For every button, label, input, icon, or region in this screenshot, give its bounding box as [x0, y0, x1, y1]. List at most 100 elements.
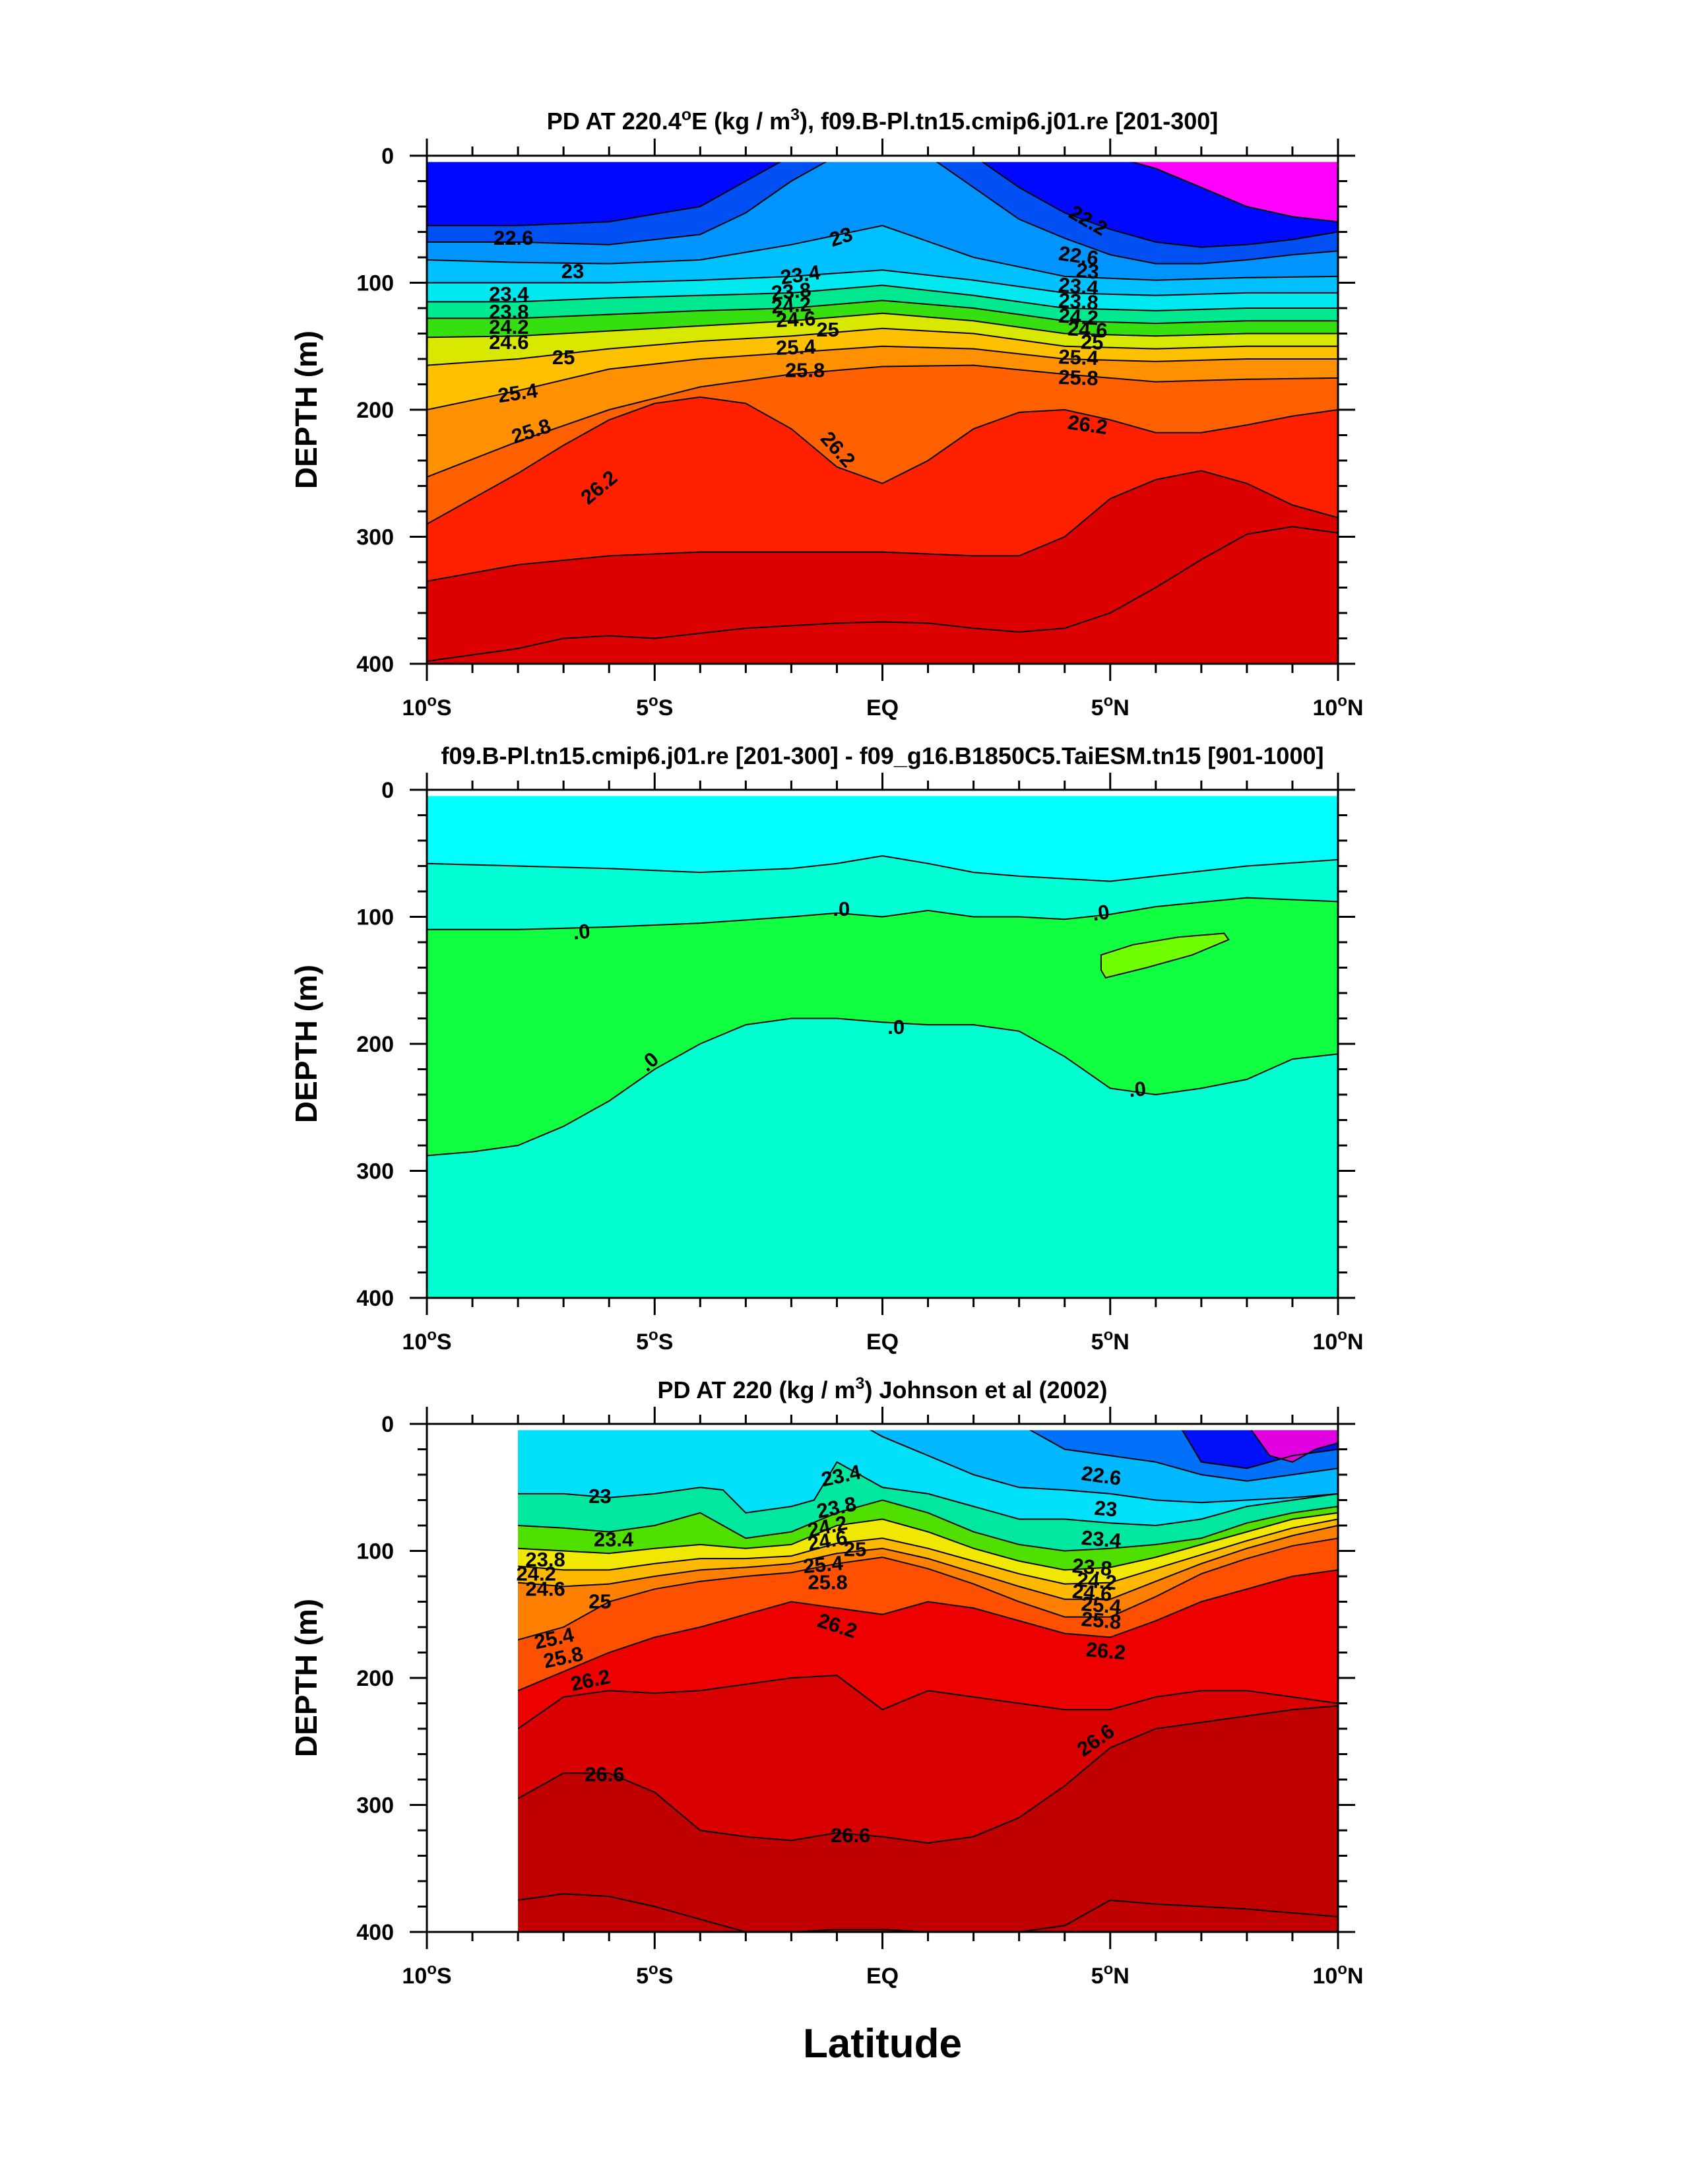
contour-band-1 — [427, 796, 1338, 882]
panel-1: 22.62323.423.824.224.62525.425.826.22323… — [289, 106, 1364, 721]
contour-label: 24.2 — [771, 292, 812, 318]
y-tick-label: 100 — [356, 271, 394, 296]
x-tick-label: 5oN — [1091, 692, 1130, 721]
contour-label: 22.6 — [1057, 241, 1100, 270]
x-axis-label: Latitude — [803, 2021, 962, 2067]
contour-label: 23.4 — [594, 1527, 634, 1551]
contour-label: 24.6 — [775, 307, 816, 332]
contour-line — [427, 897, 1338, 930]
contour-label: 22.6 — [1080, 1461, 1123, 1490]
contour-label: .0 — [887, 1015, 905, 1039]
contour-label: .0 — [1128, 1077, 1147, 1101]
contour-field — [518, 1430, 1338, 1932]
contour-line — [427, 162, 1338, 248]
y-tick-label: 300 — [356, 525, 394, 550]
contour-line — [427, 312, 1338, 338]
y-tick-label: 100 — [356, 905, 394, 930]
contour-label: 25 — [816, 318, 839, 341]
x-tick-label: EQ — [866, 695, 899, 721]
contour-label: 25.4 — [775, 335, 816, 360]
y-tick-label: 200 — [356, 398, 394, 423]
y-tick-label: 300 — [356, 1793, 394, 1818]
y-axis-label: DEPTH (m) — [289, 331, 323, 489]
contour-label: 24.6 — [525, 1577, 565, 1600]
contour-line — [518, 1537, 1338, 1641]
contour-label: 24.2 — [517, 1562, 556, 1585]
contour-line — [1130, 162, 1338, 223]
x-tick-label: 5oN — [1091, 1326, 1130, 1355]
contour-label: 23.8 — [525, 1548, 565, 1571]
contour-label: 25.4 — [1058, 345, 1099, 369]
contour-label: 25.4 — [1081, 1592, 1123, 1619]
contour-line — [427, 396, 1338, 525]
contour-label: 25.4 — [496, 379, 539, 407]
y-axis-label: DEPTH (m) — [289, 965, 323, 1123]
contour-line — [518, 1893, 1338, 1932]
contour-line — [427, 1017, 1338, 1157]
contour-label: 24.2 — [1058, 304, 1099, 330]
contour-line — [427, 300, 1338, 325]
contour-label: 26.6 — [831, 1824, 870, 1847]
contour-band-top — [1133, 162, 1338, 222]
y-tick-label: 200 — [356, 1666, 394, 1691]
contour-line — [870, 1430, 1338, 1504]
y-tick-label: 0 — [381, 144, 394, 169]
contour-label: 25 — [844, 1538, 866, 1561]
contour-label: 23 — [1093, 1496, 1118, 1522]
x-tick-label: 5oS — [636, 1326, 673, 1355]
contour-line — [427, 855, 1338, 882]
contour-label: 25.4 — [802, 1551, 844, 1578]
contour-label: 23.8 — [1071, 1554, 1113, 1580]
x-tick-label: 10oN — [1312, 1326, 1363, 1355]
x-tick-label: EQ — [866, 1964, 899, 1989]
contour-label: 24.6 — [489, 331, 528, 354]
y-tick-label: 400 — [356, 1920, 394, 1945]
x-tick-label: 10oN — [1312, 1960, 1363, 1989]
y-axis-label: DEPTH (m) — [289, 1599, 323, 1757]
y-tick-label: 400 — [356, 1286, 394, 1311]
contour-band-22-2 — [427, 162, 1338, 247]
contour-line — [518, 1499, 1338, 1552]
y-tick-label: 200 — [356, 1032, 394, 1057]
contour-label: 25 — [1080, 330, 1104, 354]
contour-label: 24.6 — [1071, 1580, 1113, 1606]
contour-label: 23 — [1075, 259, 1100, 284]
contour-line — [427, 327, 1338, 366]
contour-line — [427, 364, 1338, 478]
contour-label: 22.6 — [494, 226, 533, 249]
contour-label: 23.8 — [771, 278, 812, 305]
contour-label: 24.6 — [1067, 317, 1108, 342]
contour-label: 23.4 — [489, 282, 529, 305]
contour-band-top — [1251, 1430, 1338, 1462]
panel-3: 2323.423.824.224.62525.425.826.226.623.4… — [289, 1374, 1364, 2067]
contour-line — [518, 1705, 1338, 1844]
contour-line — [518, 1525, 1338, 1600]
contour-field — [427, 162, 1338, 664]
y-tick-label: 0 — [381, 778, 394, 803]
x-tick-label: 5oS — [636, 1960, 673, 1989]
contour-line — [518, 1569, 1338, 1692]
contour-label: 26.2 — [1066, 410, 1109, 439]
y-tick-label: 100 — [356, 1539, 394, 1564]
contour-line — [518, 1512, 1338, 1571]
contour-line — [427, 162, 1338, 265]
contour-line — [518, 1518, 1338, 1585]
contour-label: 23.8 — [489, 300, 528, 323]
contour-label: 23.4 — [1058, 273, 1100, 300]
contour-label: 24.2 — [1076, 1568, 1118, 1594]
contour-label: 25.8 — [1081, 1607, 1122, 1634]
contour-blob — [1100, 932, 1230, 979]
contour-label: 25.8 — [785, 358, 825, 381]
x-tick-label: 10oS — [402, 1960, 451, 1989]
contour-line — [427, 470, 1338, 582]
contour-line — [427, 224, 1338, 281]
contour-line — [518, 1675, 1338, 1729]
x-tick-label: 5oN — [1091, 1960, 1130, 1989]
contour-label: 23.8 — [1058, 288, 1099, 314]
x-tick-label: 10oS — [402, 1326, 451, 1355]
contour-line — [1181, 1430, 1338, 1469]
x-tick-label: 10oN — [1312, 692, 1363, 721]
contour-label: 23.4 — [1081, 1526, 1123, 1553]
y-tick-label: 0 — [381, 1412, 394, 1437]
contour-line — [1029, 1430, 1338, 1482]
